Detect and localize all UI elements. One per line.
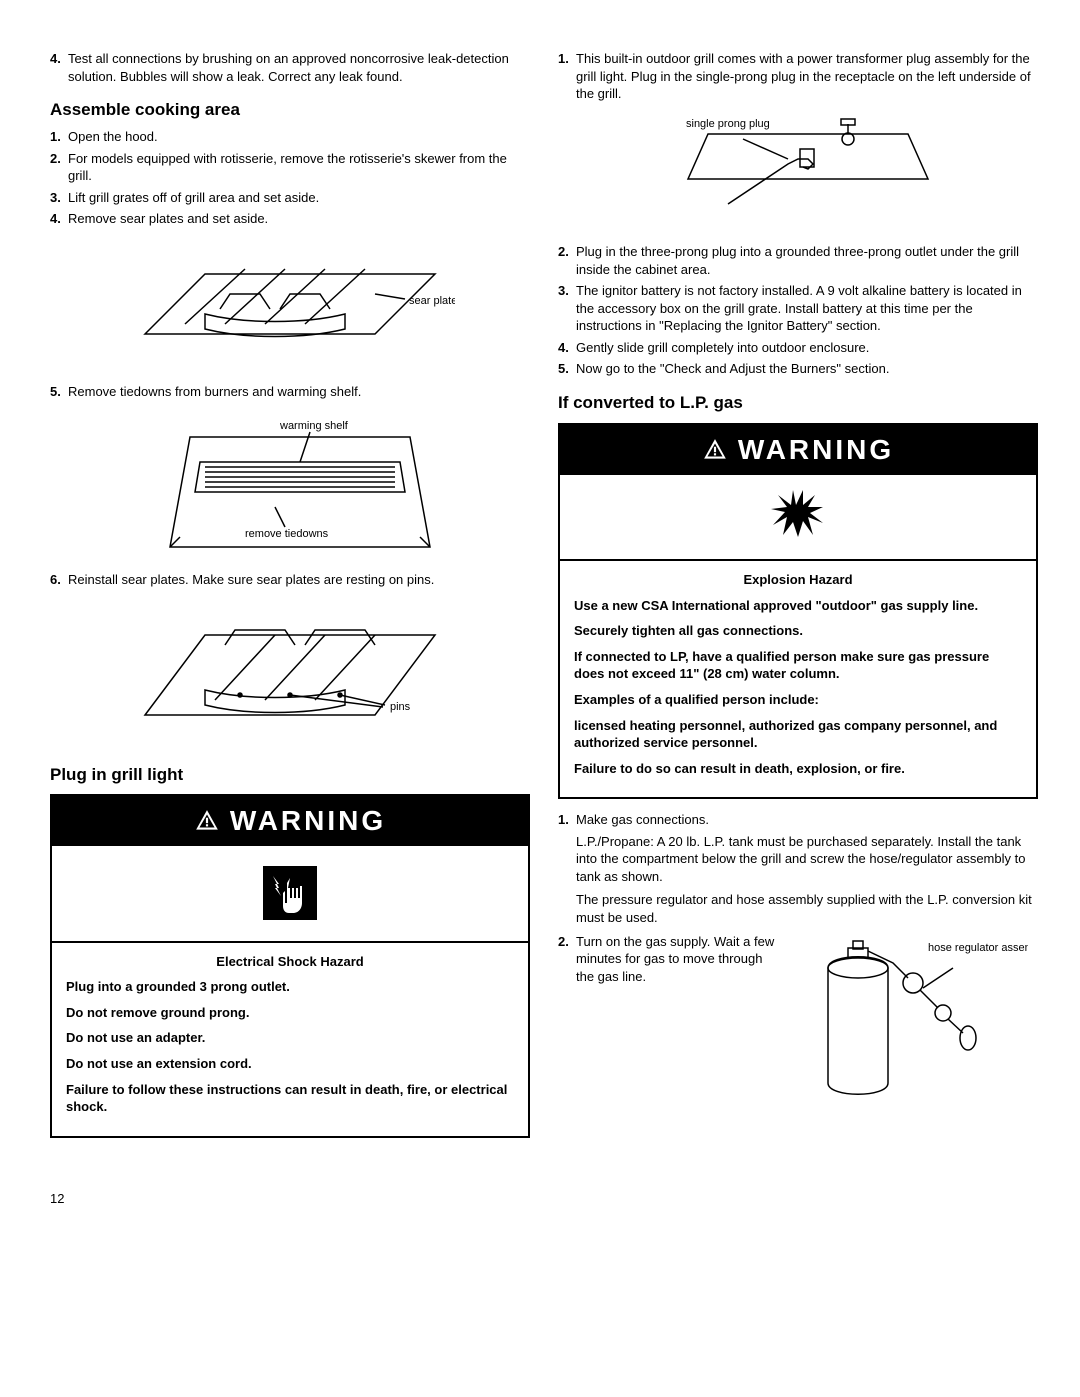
warning-title: Explosion Hazard <box>574 571 1022 589</box>
list-item: 3.Lift grill grates off of grill area an… <box>50 189 530 207</box>
warning-title: Electrical Shock Hazard <box>66 953 514 971</box>
warning-label: WARNING <box>738 431 894 469</box>
list-item: 4.Test all connections by brushing on an… <box>50 50 530 85</box>
warning-electrical: WARNING Electrical Shock Hazard Plug int… <box>50 794 530 1137</box>
step-text: Reinstall sear plates. Make sure sear pl… <box>68 571 530 589</box>
warning-header: WARNING <box>52 796 528 846</box>
figure-single-prong: single prong plug <box>558 109 1038 234</box>
step-text: Open the hood. <box>68 128 530 146</box>
figure-label: warming shelf <box>279 420 349 432</box>
step-text: Now go to the "Check and Adjust the Burn… <box>576 360 1038 378</box>
warning-label: WARNING <box>230 802 386 840</box>
alert-triangle-icon <box>194 808 220 834</box>
list-item: 1.Open the hood. <box>50 128 530 146</box>
list-item: 6.Reinstall sear plates. Make sure sear … <box>50 571 530 589</box>
step-text: Gently slide grill completely into outdo… <box>576 339 1038 357</box>
warning-line: licensed heating personnel, authorized g… <box>574 717 1022 752</box>
heading-lp-gas: If converted to L.P. gas <box>558 392 1038 415</box>
step-text: For models equipped with rotisserie, rem… <box>68 150 530 185</box>
figure-label: remove tiedowns <box>245 528 329 540</box>
figure-label: single prong plug <box>686 118 770 130</box>
warning-line: If connected to LP, have a qualified per… <box>574 648 1022 683</box>
warning-line: Plug into a grounded 3 prong outlet. <box>66 978 514 996</box>
shock-hand-icon <box>255 858 325 928</box>
list-item: 2.For models equipped with rotisserie, r… <box>50 150 530 185</box>
page-number: 12 <box>50 1190 1030 1208</box>
heading-plug-light: Plug in grill light <box>50 764 530 787</box>
warning-line: Do not use an extension cord. <box>66 1055 514 1073</box>
list-item: 3.The ignitor battery is not factory ins… <box>558 282 1038 335</box>
warning-line: Examples of a qualified person include: <box>574 691 1022 709</box>
list-item: 5.Remove tiedowns from burners and warmi… <box>50 383 530 401</box>
warning-icon-area <box>52 846 528 943</box>
step-text: This built-in outdoor grill comes with a… <box>576 50 1038 103</box>
page-columns: 4.Test all connections by brushing on an… <box>50 50 1030 1150</box>
step-text: Remove sear plates and set aside. <box>68 210 530 228</box>
warning-line: Use a new CSA International approved "ou… <box>574 597 1022 615</box>
figure-pins: pins <box>50 595 530 750</box>
warning-line: Securely tighten all gas connections. <box>574 622 1022 640</box>
warning-line: Do not remove ground prong. <box>66 1004 514 1022</box>
warning-line: Do not use an adapter. <box>66 1029 514 1047</box>
warning-icon-area <box>560 475 1036 562</box>
warning-header: WARNING <box>560 425 1036 475</box>
step-text: Plug in the three-prong plug into a grou… <box>576 243 1038 278</box>
figure-label: sear plate <box>409 295 455 307</box>
list-item: 4.Remove sear plates and set aside. <box>50 210 530 228</box>
sub-text: L.P./Propane: A 20 lb. L.P. tank must be… <box>576 833 1038 886</box>
list-item: 1.Make gas connections. <box>558 811 1038 829</box>
list-item: 5.Now go to the "Check and Adjust the Bu… <box>558 360 1038 378</box>
sub-text: The pressure regulator and hose assembly… <box>576 891 1038 926</box>
list-item: 2.Plug in the three-prong plug into a gr… <box>558 243 1038 278</box>
step-text: Turn on the gas supply. Wait a few minut… <box>576 933 778 986</box>
step-text: The ignitor battery is not factory insta… <box>576 282 1038 335</box>
step-text: Make gas connections. <box>576 811 1038 829</box>
warning-explosion: WARNING Explosion Hazard Use a new CSA I… <box>558 423 1038 799</box>
list-item: 1.This built-in outdoor grill comes with… <box>558 50 1038 103</box>
step-text: Test all connections by brushing on an a… <box>68 50 530 85</box>
left-column: 4.Test all connections by brushing on an… <box>50 50 530 1150</box>
list-item: 2.Turn on the gas supply. Wait a few min… <box>558 933 778 986</box>
warning-line: Failure to follow these instructions can… <box>66 1081 514 1116</box>
warning-body: Explosion Hazard Use a new CSA Internati… <box>560 561 1036 797</box>
warning-line: Failure to do so can result in death, ex… <box>574 760 1022 778</box>
right-column: 1.This built-in outdoor grill comes with… <box>558 50 1038 1150</box>
warning-body: Electrical Shock Hazard Plug into a grou… <box>52 943 528 1136</box>
figure-tank: hose regulator assembly <box>788 933 1038 1108</box>
figure-warming-shelf: warming shelf remove tiedowns <box>50 407 530 562</box>
heading-assemble: Assemble cooking area <box>50 99 530 122</box>
alert-triangle-icon <box>702 437 728 463</box>
figure-label: hose regulator assembly <box>928 942 1028 954</box>
list-item: 4.Gently slide grill completely into out… <box>558 339 1038 357</box>
figure-label: pins <box>390 701 411 713</box>
step-text: Lift grill grates off of grill area and … <box>68 189 530 207</box>
figure-sear-plate: sear plate <box>50 234 530 374</box>
step-text: Remove tiedowns from burners and warming… <box>68 383 530 401</box>
explosion-icon <box>763 487 833 547</box>
